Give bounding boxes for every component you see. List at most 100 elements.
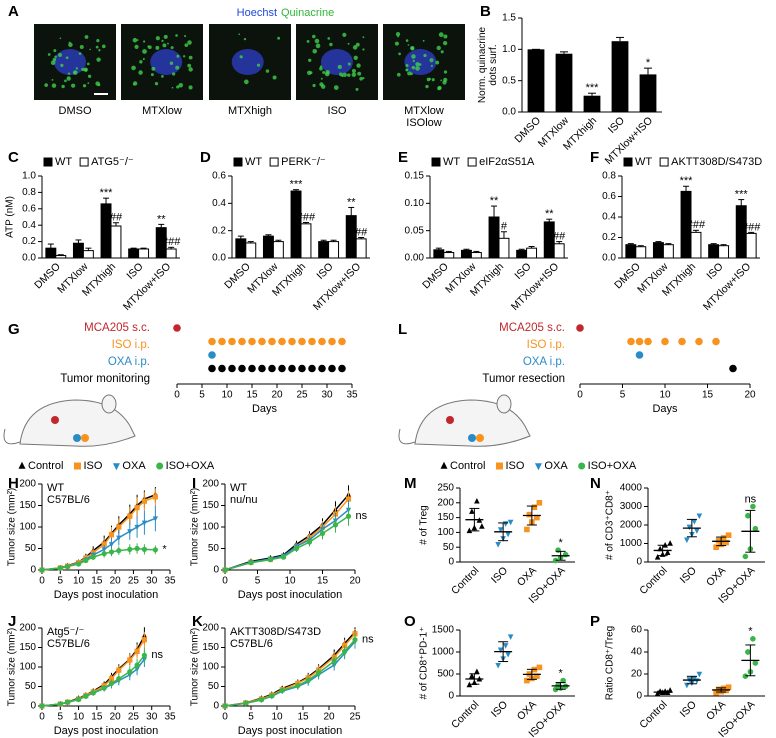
bar xyxy=(639,74,657,112)
data-point xyxy=(686,524,693,531)
legend-marker xyxy=(112,463,120,471)
schedule-dot xyxy=(288,364,296,373)
bar xyxy=(318,241,330,259)
y-tick-label: 0.0 xyxy=(602,253,616,264)
vesicle xyxy=(44,83,48,87)
schedule-dot xyxy=(644,337,652,346)
vesicle xyxy=(407,71,412,76)
significance: ### xyxy=(687,219,706,231)
marker xyxy=(134,648,140,654)
schedule-dot xyxy=(218,364,226,373)
legend-label: AKTT308D/S473D xyxy=(671,156,762,168)
vesicle xyxy=(346,73,351,77)
y-tick-label: 0 xyxy=(213,701,219,712)
vesicle xyxy=(312,34,316,39)
vesicle xyxy=(277,36,281,40)
schedule-dot xyxy=(635,337,644,346)
bar xyxy=(262,235,274,259)
bar xyxy=(718,245,730,259)
y-axis-label: Tumor size (mm²) xyxy=(7,488,18,567)
marker xyxy=(141,652,147,658)
vesicle xyxy=(176,85,180,89)
y-tick-label: 0.8 xyxy=(22,187,36,198)
bar xyxy=(45,247,57,259)
vesicle xyxy=(426,77,431,82)
vesicle xyxy=(134,44,139,49)
panel-letter: A xyxy=(8,3,19,20)
vesicle xyxy=(398,52,401,56)
data-point xyxy=(466,527,473,534)
legend-marker xyxy=(440,461,448,469)
protocol-label: OXA i.p. xyxy=(108,356,150,368)
mouse-ear xyxy=(101,394,117,414)
vesicle xyxy=(66,76,71,81)
vesicle xyxy=(86,62,90,66)
vesicle xyxy=(337,64,342,69)
data-point xyxy=(536,500,543,506)
schedule-dot xyxy=(328,364,336,373)
vesicle xyxy=(87,82,90,85)
x-tick-label: 20 xyxy=(271,390,283,401)
vesicle xyxy=(47,53,51,56)
bar xyxy=(235,238,247,259)
vesicle xyxy=(50,60,56,66)
model-label: Atg5⁻/⁻ xyxy=(47,626,84,638)
x-tick-label: ISO xyxy=(704,261,725,282)
vesicle xyxy=(342,32,347,37)
y-axis-label: Tumor size (mm²) xyxy=(190,488,201,567)
bar xyxy=(611,41,629,112)
data-point xyxy=(691,519,698,525)
model-label: C57BL/6 xyxy=(47,638,90,650)
y-tick-label: 50 xyxy=(443,542,455,553)
data-point xyxy=(474,497,480,504)
data-point xyxy=(505,531,511,538)
bar xyxy=(165,248,177,259)
data-point xyxy=(497,647,504,654)
y-tick-label: 1000 xyxy=(432,647,455,658)
x-tick-label: OXA xyxy=(704,565,728,589)
x-tick-label: 30 xyxy=(146,576,158,587)
schedule-dot xyxy=(308,364,316,373)
legend-label: OXA xyxy=(544,460,568,472)
y-tick-label: 0.4 xyxy=(212,198,226,209)
schedule-dot xyxy=(338,364,346,373)
vesicle xyxy=(431,78,435,82)
vesicle xyxy=(436,45,441,51)
vesicle xyxy=(132,37,138,43)
x-tick-label: 5 xyxy=(620,390,626,401)
x-tick-label: ISO xyxy=(678,699,699,720)
y-tick-label: 0 xyxy=(213,565,219,576)
legend-label: ISO+OXA xyxy=(588,460,637,472)
panel-letter: L xyxy=(398,321,407,338)
data-point xyxy=(654,554,661,560)
schedule-dot xyxy=(627,337,635,346)
data-point xyxy=(524,526,530,533)
vesicle xyxy=(163,34,168,39)
vesicle xyxy=(357,71,362,76)
vesicle xyxy=(87,74,92,78)
schedule-dot xyxy=(298,364,306,373)
model-label: AKTT308D/S473D xyxy=(230,626,321,638)
y-tick-label: 1.0 xyxy=(22,171,36,182)
x-axis-label: Days post inoculation xyxy=(54,725,159,737)
marker xyxy=(127,513,133,519)
vesicle xyxy=(351,72,357,77)
x-tick-label: ISO xyxy=(512,261,533,282)
x-tick-label: 0 xyxy=(174,390,180,401)
x-tick-label: Control xyxy=(637,565,669,597)
vesicle xyxy=(75,67,79,70)
protocol-label: OXA i.p. xyxy=(523,356,565,368)
x-tick-label: 0 xyxy=(222,712,228,723)
x-axis-label: Days post inoculation xyxy=(54,589,159,601)
x-tick-label: ISO xyxy=(606,115,627,136)
marker xyxy=(57,701,63,707)
y-tick-label: 0.6 xyxy=(212,171,226,182)
vesicle xyxy=(136,39,139,41)
marker xyxy=(127,529,133,535)
data-point xyxy=(497,527,504,533)
vesicle xyxy=(443,34,448,39)
panel-letter: B xyxy=(480,3,491,20)
legend-label: WT xyxy=(245,156,262,168)
y-axis-label: # of CD3⁺CD8⁺ xyxy=(605,490,616,560)
legend-label: WT xyxy=(443,156,460,168)
